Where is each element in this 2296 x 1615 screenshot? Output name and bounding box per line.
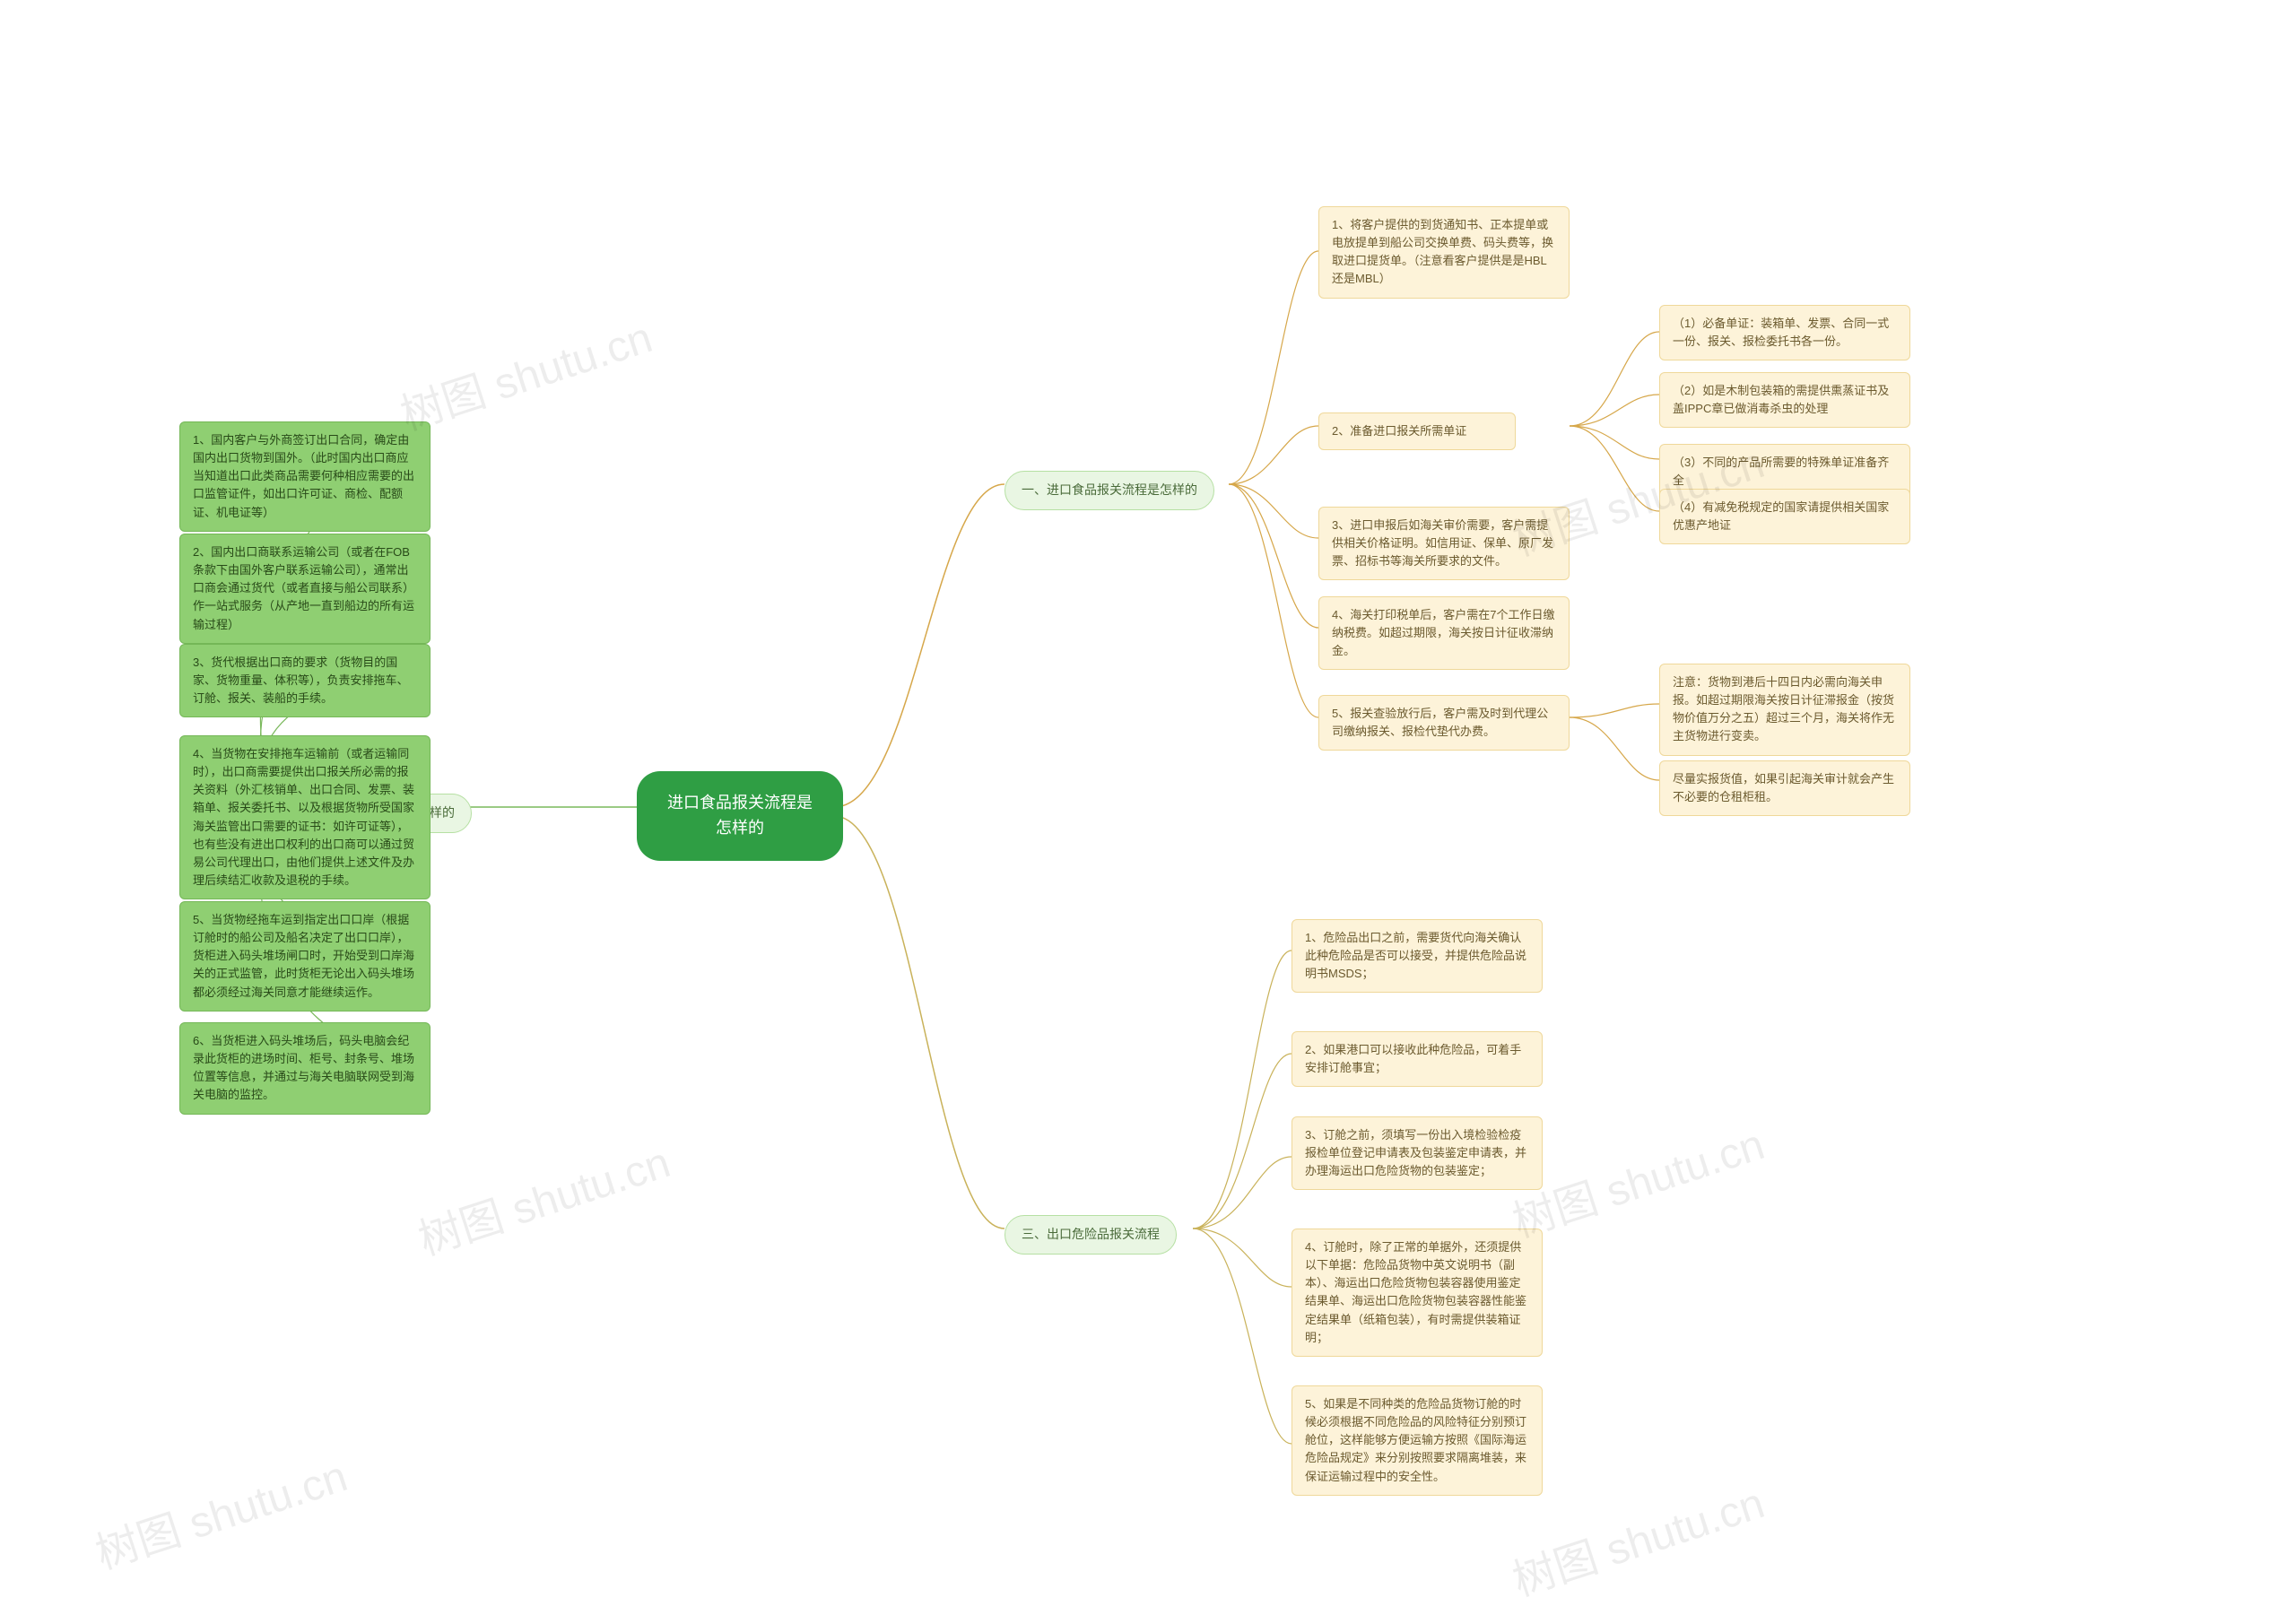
s3-item-1[interactable]: 1、危险品出口之前，需要货代向海关确认此种危险品是否可以接受，并提供危险品说明书… xyxy=(1292,919,1543,993)
s1-item-5[interactable]: 5、报关查验放行后，客户需及时到代理公司缴纳报关、报检代垫代办费。 xyxy=(1318,695,1570,751)
s2-item-6[interactable]: 6、当货柜进入码头堆场后，码头电脑会纪录此货柜的进场时间、柜号、封条号、堆场位置… xyxy=(179,1022,430,1115)
s2-item-1[interactable]: 1、国内客户与外商签订出口合同，确定由国内出口货物到国外。（此时国内出口商应当知… xyxy=(179,421,430,532)
s2-item-3[interactable]: 3、货代根据出口商的要求（货物目的国家、货物重量、体积等），负责安排拖车、订舱、… xyxy=(179,644,430,717)
s1-item-2[interactable]: 2、准备进口报关所需单证 xyxy=(1318,412,1516,450)
s3-item-2[interactable]: 2、如果港口可以接收此种危险品，可着手安排订舱事宜； xyxy=(1292,1031,1543,1087)
s1-sub5-1[interactable]: 注意：货物到港后十四日内必需向海关申报。如超过期限海关按日计征滞报金（按货物价值… xyxy=(1659,664,1910,756)
s3-item-5[interactable]: 5、如果是不同种类的危险品货物订舱的时候必须根据不同危险品的风险特征分别预订舱位… xyxy=(1292,1385,1543,1496)
s1-item-3[interactable]: 3、进口申报后如海关审价需要，客户需提供相关价格证明。如信用证、保单、原厂发票、… xyxy=(1318,507,1570,580)
s2-item-4[interactable]: 4、当货物在安排拖车运输前（或者运输同时），出口商需要提供出口报关所必需的报关资… xyxy=(179,735,430,899)
s1-item-1[interactable]: 1、将客户提供的到货通知书、正本提单或电放提单到船公司交换单费、码头费等，换取进… xyxy=(1318,206,1570,299)
section-3-title[interactable]: 三、出口危险品报关流程 xyxy=(1004,1215,1177,1255)
root-node[interactable]: 进口食品报关流程是怎样的 xyxy=(637,771,843,861)
s2-item-5[interactable]: 5、当货物经拖车运到指定出口口岸（根据订舱时的船公司及船名决定了出口口岸），货柜… xyxy=(179,901,430,1012)
s2-item-2[interactable]: 2、国内出口商联系运输公司（或者在FOB条款下由国外客户联系运输公司），通常出口… xyxy=(179,534,430,644)
s1-item-4[interactable]: 4、海关打印税单后，客户需在7个工作日缴纳税费。如超过期限，海关按日计征收滞纳金… xyxy=(1318,596,1570,670)
s1-sub5-2[interactable]: 尽量实报货值，如果引起海关审计就会产生不必要的仓租柜租。 xyxy=(1659,760,1910,816)
section-1-title[interactable]: 一、进口食品报关流程是怎样的 xyxy=(1004,471,1214,510)
s1-sub2-2[interactable]: （2）如是木制包装箱的需提供熏蒸证书及盖IPPC章已做消毒杀虫的处理 xyxy=(1659,372,1910,428)
s1-sub2-1[interactable]: （1）必备单证：装箱单、发票、合同一式一份、报关、报检委托书各一份。 xyxy=(1659,305,1910,360)
s3-item-4[interactable]: 4、订舱时，除了正常的单据外，还须提供以下单据：危险品货物中英文说明书（副本）、… xyxy=(1292,1229,1543,1357)
s3-item-3[interactable]: 3、订舱之前，须填写一份出入境检验检疫报检单位登记申请表及包装鉴定申请表，并办理… xyxy=(1292,1116,1543,1190)
s1-sub2-4[interactable]: （4）有减免税规定的国家请提供相关国家优惠产地证 xyxy=(1659,489,1910,544)
